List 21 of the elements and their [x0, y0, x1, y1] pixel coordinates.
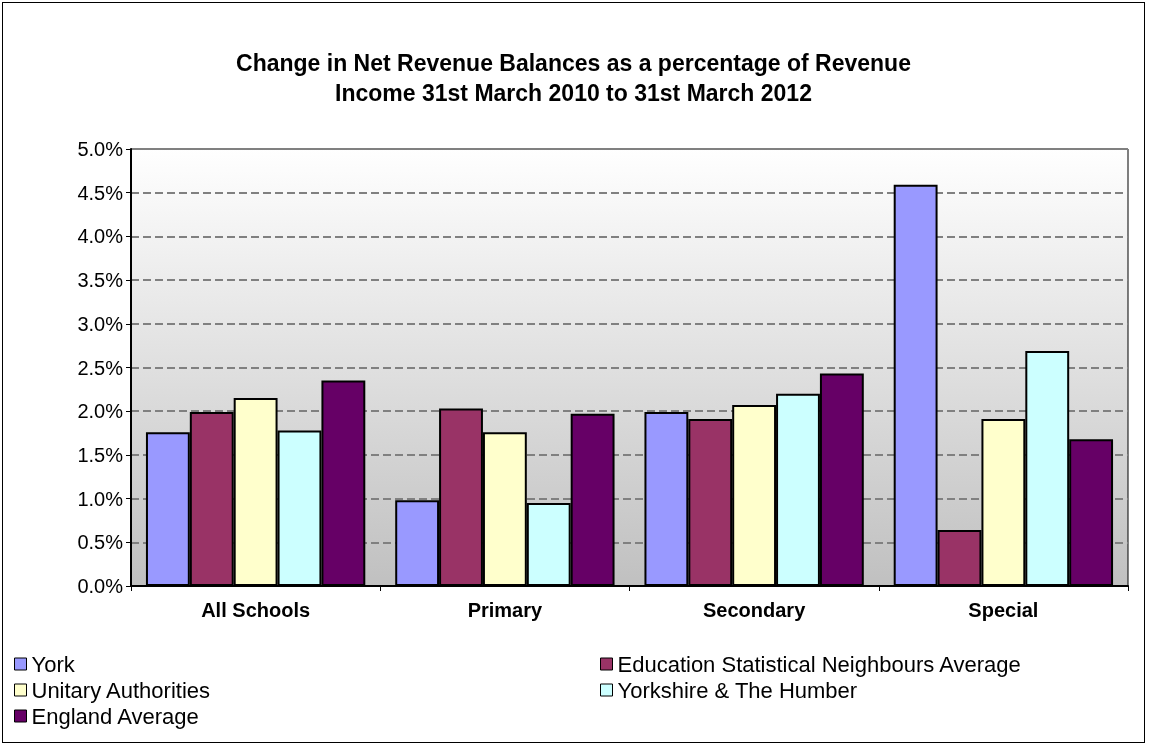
y-tick-label: 3.5% [77, 269, 124, 292]
x-tick-label: Secondary [702, 599, 807, 621]
y-tick-label: 4.5% [77, 181, 124, 204]
legend-label: Unitary Authorities [31, 677, 211, 703]
y-tick-label: 0.5% [77, 531, 124, 554]
x-tick-label: Primary [467, 599, 543, 621]
y-tick-label: 3.0% [77, 312, 124, 335]
y-tick-label: 1.5% [77, 443, 124, 466]
chart-title: Change in Net Revenue Balances as a percentage of Revenue Income 31st March 2010 to 31st March 2012 [236, 50, 911, 106]
legend-label: Yorkshire & The Humber [617, 677, 858, 703]
y-tick-label: 5.0% [77, 138, 124, 160]
y-tick-label: 4.0% [77, 225, 124, 248]
x-tick-label: Special [968, 599, 1039, 621]
x-tick-label: All Schools [201, 599, 311, 621]
legend-label: Education Statistical Neighbours Average [617, 651, 1021, 677]
y-tick-label: 2.5% [77, 356, 124, 379]
legend-label: York [31, 651, 76, 677]
y-tick-label: 0.0% [77, 575, 124, 597]
y-tick-label: 1.0% [77, 487, 124, 510]
y-tick-label: 2.0% [77, 400, 124, 423]
legend-label: England Average [31, 703, 199, 729]
